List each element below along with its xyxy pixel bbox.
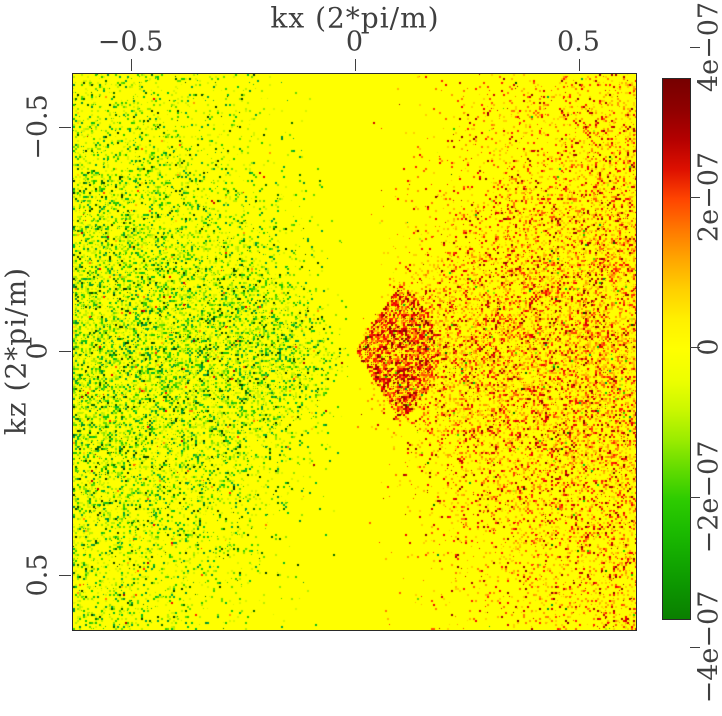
colorbar-tick-label: 4e−07 [693, 1, 722, 93]
colorbar-tick-label: −2e−07 [693, 440, 722, 554]
y-tick-label: −0.5 [22, 94, 54, 160]
x-tick-label: 0.5 [557, 26, 600, 58]
x-tick-label: −0.5 [97, 26, 164, 58]
x-tick-mark [578, 59, 580, 71]
colorbar-tick-mark [690, 647, 700, 648]
colorbar-tick-mark [690, 497, 700, 498]
heatmap-image [73, 74, 636, 630]
colorbar-tick-mark [690, 347, 700, 348]
y-tick-label: 0 [22, 342, 54, 360]
y-tick-mark [59, 575, 71, 576]
x-axis-title: kx (2*pi/m) [270, 1, 440, 35]
y-tick-label: 0.5 [22, 553, 54, 597]
colorbar-tick-label: 0 [693, 338, 722, 356]
y-tick-mark [59, 351, 71, 352]
colorbar [662, 78, 691, 620]
colorbar-tick-label: −4e−07 [693, 590, 722, 704]
x-tick-mark [354, 59, 356, 71]
plot-area [72, 73, 637, 631]
colorbar-tick-mark [690, 47, 700, 48]
x-tick-mark [130, 59, 132, 71]
x-tick-label: 0 [345, 26, 364, 58]
colorbar-tick-mark [690, 197, 700, 198]
y-tick-mark [59, 127, 71, 128]
colorbar-tick-label: 2e−07 [693, 151, 722, 243]
